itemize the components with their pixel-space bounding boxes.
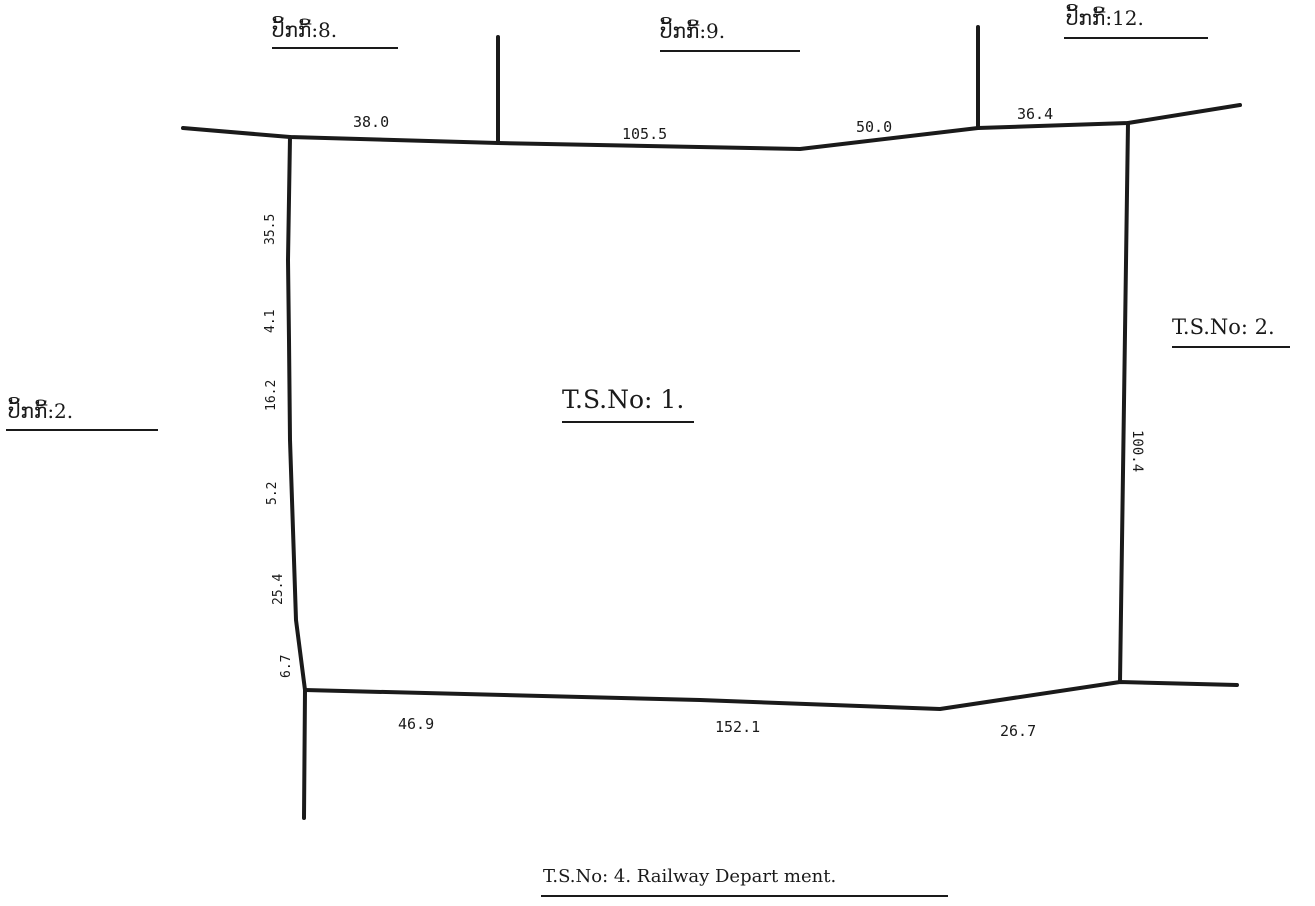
neighbor-top-mid: ປິ້ກກີ້:9. xyxy=(660,18,725,43)
measure-left-5: 25.4 xyxy=(271,574,286,605)
measure-left-3: 16.2 xyxy=(264,380,279,411)
measure-left-4: 5.2 xyxy=(265,482,280,505)
left-measurements: 35.5 4.1 16.2 5.2 25.4 6.7 xyxy=(263,214,294,678)
measure-top-2: 105.5 xyxy=(622,125,667,143)
neighbor-bottom: T.S.No: 4. Railway Depart ment. xyxy=(543,866,836,887)
measure-top-1: 38.0 xyxy=(353,113,389,131)
measure-left-6: 6.7 xyxy=(279,655,294,678)
measure-top-3: 50.0 xyxy=(856,118,892,136)
neighbor-labels: ປິ້ກກີ້:8. ປິ້ກກີ້:9. ປິ້ກກີ້:12. ປິ້ກກີ… xyxy=(6,5,1290,897)
measure-left-1: 35.5 xyxy=(263,214,278,245)
neighbor-left: ປິ້ກກີ້:2. xyxy=(8,398,73,423)
plot-label: T.S.No: 1. xyxy=(562,385,684,414)
left-boundary-line xyxy=(286,135,307,820)
neighbor-right: T.S.No: 2. xyxy=(1172,315,1275,339)
measure-left-2: 4.1 xyxy=(263,310,278,333)
top-measurements: 38.0 105.5 50.0 36.4 xyxy=(353,105,1053,143)
top-boundary-line xyxy=(181,103,1242,151)
measure-bottom-1: 46.9 xyxy=(398,715,434,733)
measure-bottom-3: 26.7 xyxy=(1000,722,1036,740)
right-measurements: 100.4 xyxy=(1129,430,1145,472)
measure-right-1: 100.4 xyxy=(1129,430,1145,472)
neighbor-top-right: ປິ້ກກີ້:12. xyxy=(1066,5,1144,30)
measure-top-4: 36.4 xyxy=(1017,105,1053,123)
bottom-boundary-line xyxy=(303,680,1239,711)
neighbor-top-left: ປິ້ກກີ້:8. xyxy=(272,17,337,42)
bottom-measurements: 46.9 152.1 26.7 xyxy=(398,715,1036,740)
right-boundary-line xyxy=(1118,121,1130,684)
measure-bottom-2: 152.1 xyxy=(715,718,760,736)
